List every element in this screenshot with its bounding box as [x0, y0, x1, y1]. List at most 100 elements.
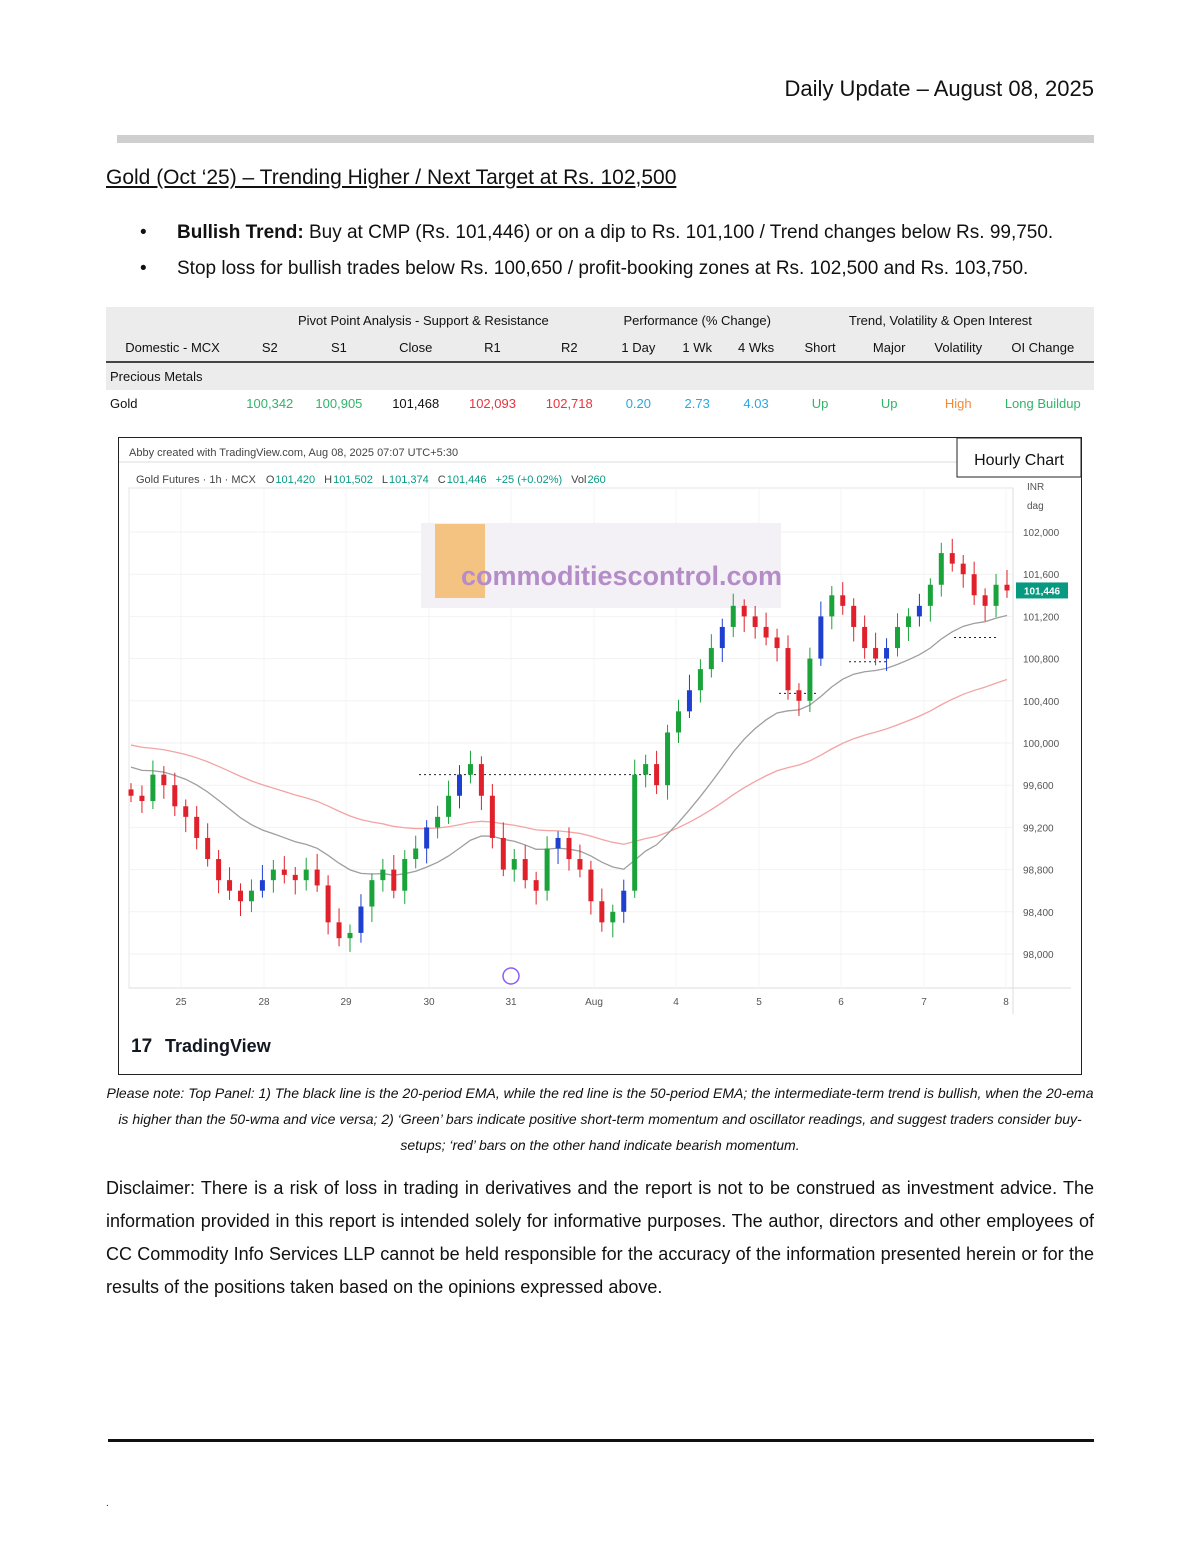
y-tick-label: 98,800: [1023, 866, 1054, 877]
group-header: Pivot Point Analysis - Support & Resista…: [239, 307, 608, 334]
ohlc-key: L: [382, 474, 388, 486]
x-tick-label: 29: [340, 997, 352, 1008]
y-tick-label: 102,000: [1023, 528, 1060, 539]
candle-body: [971, 574, 977, 596]
candle-body: [314, 869, 320, 886]
x-tick-label: 28: [258, 997, 270, 1008]
candle-body: [774, 637, 780, 649]
candle-body: [424, 827, 430, 849]
candle-body: [391, 869, 397, 891]
candle-body: [873, 648, 879, 659]
candle-body: [752, 616, 758, 627]
y-tick-label: 100,400: [1023, 697, 1060, 708]
candle-body: [555, 837, 561, 849]
candle-body: [347, 932, 353, 939]
tradingview-logo-icon: 17: [131, 1036, 152, 1057]
y-tick-label: 98,000: [1023, 950, 1054, 961]
x-tick-label: 6: [838, 997, 844, 1008]
ohlc-low: 101,374: [389, 474, 429, 486]
candle-body: [654, 764, 660, 786]
volume-key: Vol: [571, 474, 586, 486]
ohlc-open: 101,420: [275, 474, 315, 486]
table-cell: 102,718: [545, 396, 593, 411]
attribution-text: Abby created with TradingView.com, Aug 0…: [129, 447, 458, 459]
candle-body: [533, 880, 539, 891]
candle-body: [916, 605, 922, 617]
candle-body: [993, 584, 999, 606]
candle-body: [676, 711, 681, 733]
table-cell: 2.73: [684, 396, 710, 411]
candle-body: [829, 595, 835, 617]
candle-body: [599, 901, 605, 923]
candle-body: [905, 616, 911, 627]
candle-body: [621, 890, 627, 912]
tradingview-brand: TradingView: [165, 1036, 272, 1056]
candle-body: [227, 880, 233, 891]
hourly-chart: Abby created with TradingView.com, Aug 0…: [118, 437, 1082, 1075]
candle-body: [741, 605, 747, 617]
table-cell: 102,093: [468, 396, 516, 411]
chart-label-box: [956, 437, 1082, 478]
group-header: Performance (% Change): [607, 307, 787, 334]
column-header: R1: [454, 334, 531, 363]
column-header: S2: [239, 334, 301, 363]
pivot-table: Pivot Point Analysis - Support & Resista…: [106, 307, 1094, 417]
candle-body: [566, 837, 572, 860]
currency-label: INR: [1027, 482, 1044, 493]
candle-body: [511, 859, 517, 870]
last-price-label: 101,446: [1024, 586, 1061, 597]
candle-body: [862, 626, 868, 649]
candle-body: [435, 816, 441, 828]
candle-body: [895, 626, 900, 649]
table-cell: High: [944, 396, 972, 411]
candle-body: [380, 869, 386, 881]
candle-body: [851, 605, 857, 627]
candle-body: [763, 626, 769, 638]
candle-body: [818, 616, 824, 659]
candle-body: [248, 890, 254, 902]
ohlc-key: O: [266, 474, 275, 486]
y-tick-label: 100,800: [1023, 655, 1060, 666]
watermark-logo: [435, 524, 485, 598]
candle-body: [292, 874, 298, 881]
table-cell: Up: [811, 396, 829, 411]
x-tick-label: 25: [175, 997, 187, 1008]
candle-body: [281, 869, 287, 875]
report-title: Gold (Oct ‘25) – Trending Higher / Next …: [106, 166, 677, 189]
candle-body: [730, 605, 736, 627]
ohlc-high: 101,502: [333, 474, 373, 486]
candle-body: [336, 922, 342, 939]
candle-body: [238, 890, 243, 902]
disclaimer: Disclaimer: There is a risk of loss in t…: [106, 1178, 1094, 1297]
table-cell: 100,342: [246, 396, 294, 411]
table-cell: Gold: [110, 396, 138, 411]
candle-body: [270, 869, 276, 881]
symbol-label: Gold Futures · 1h · MCX: [136, 474, 256, 486]
table-cell: 4.03: [743, 396, 769, 411]
candle-body: [960, 563, 966, 575]
unit-label: dag: [1027, 501, 1044, 512]
column-header: Close: [377, 334, 455, 363]
candle-body: [194, 816, 200, 838]
candle-body: [643, 764, 649, 775]
column-header: 4 Wks: [725, 334, 787, 363]
table-cell: Up: [880, 396, 898, 411]
candle-body: [402, 859, 408, 891]
table-cell: 0.20: [625, 396, 651, 411]
column-header: Short: [786, 334, 854, 363]
footer-dot: .: [106, 1498, 109, 1509]
chart-label: Hourly Chart: [974, 452, 1064, 469]
column-header: OI Change: [991, 334, 1094, 363]
candle-body: [588, 869, 594, 902]
bullet-bold: Bullish Trend:: [177, 222, 304, 243]
candle-body: [325, 885, 331, 923]
candle-body: [884, 648, 890, 659]
candle-body: [500, 837, 506, 870]
candle-body: [457, 774, 462, 796]
candle-body: [150, 774, 156, 802]
volume-value: 260: [587, 474, 605, 486]
candle-body: [303, 869, 309, 881]
x-tick-label: 5: [756, 997, 762, 1008]
candle-body: [708, 648, 714, 670]
